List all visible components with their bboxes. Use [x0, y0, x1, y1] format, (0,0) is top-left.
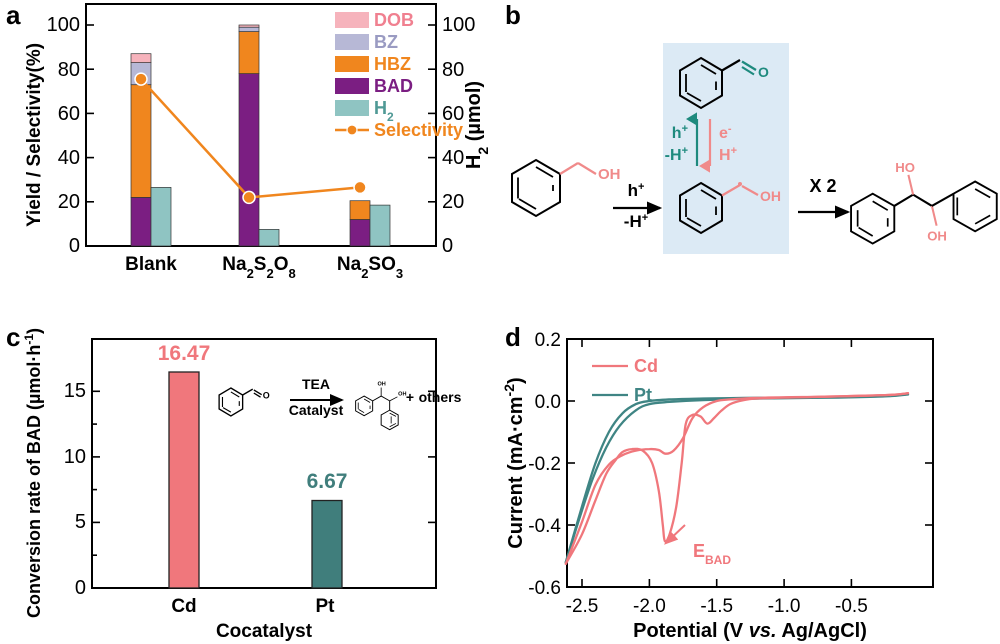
svg-text:OH: OH [927, 229, 947, 244]
svg-text:-0.6: -0.6 [528, 578, 561, 599]
svg-text:OH: OH [598, 166, 621, 183]
svg-text:-0.4: -0.4 [528, 516, 561, 537]
svg-text:40: 40 [442, 147, 464, 169]
svg-text:Potential (V vs. Ag/AgCl): Potential (V vs. Ag/AgCl) [633, 620, 867, 642]
svg-text:HBZ: HBZ [374, 54, 411, 74]
svg-text:-0.2: -0.2 [528, 454, 561, 475]
svg-text:-2.0: -2.0 [633, 596, 666, 617]
svg-text:100: 100 [47, 14, 80, 36]
svg-text:16.47: 16.47 [158, 342, 211, 365]
svg-text:0: 0 [442, 235, 453, 257]
svg-text:40: 40 [58, 147, 80, 169]
svg-text:Cd: Cd [171, 596, 196, 617]
svg-text:OH: OH [377, 382, 385, 388]
svg-text:-H+: -H+ [624, 212, 648, 231]
svg-text:Cd: Cd [634, 356, 658, 376]
svg-text:10: 10 [64, 446, 86, 468]
svg-text:5: 5 [75, 511, 86, 533]
svg-text:others: others [419, 389, 462, 405]
svg-text:Na2S2O8: Na2S2O8 [222, 254, 295, 281]
svg-text:-0.5: -0.5 [835, 596, 868, 617]
svg-text:O: O [263, 391, 270, 401]
svg-text:Na2SO3: Na2SO3 [337, 254, 403, 281]
svg-text:Catalyst: Catalyst [289, 402, 344, 418]
svg-text:h+: h+ [628, 181, 645, 200]
svg-text:Current (mA·cm-2): Current (mA·cm-2) [501, 377, 527, 548]
svg-text:20: 20 [58, 191, 80, 213]
svg-text:-2.5: -2.5 [566, 596, 599, 617]
svg-text:80: 80 [58, 59, 80, 81]
svg-text:BZ: BZ [374, 32, 398, 52]
svg-text:Blank: Blank [125, 254, 177, 275]
svg-text:Cocatalyst: Cocatalyst [216, 621, 313, 642]
svg-text:0: 0 [69, 235, 80, 257]
svg-text:100: 100 [442, 14, 475, 36]
svg-text:-1.0: -1.0 [768, 596, 801, 617]
svg-text:H2 (µmol): H2 (µmol) [463, 81, 491, 169]
svg-text:EBAD: EBAD [693, 541, 731, 567]
svg-text:BAD: BAD [374, 76, 413, 96]
svg-text:-1.5: -1.5 [700, 596, 733, 617]
svg-text:X 2: X 2 [809, 176, 836, 196]
svg-text:0: 0 [75, 577, 86, 599]
svg-text:20: 20 [442, 191, 464, 213]
svg-text:80: 80 [442, 59, 464, 81]
svg-text:Pt: Pt [634, 385, 652, 405]
svg-text:HO: HO [895, 160, 915, 175]
svg-text:6.67: 6.67 [307, 470, 348, 493]
svg-text:OH: OH [760, 188, 781, 204]
svg-text:15: 15 [64, 380, 86, 402]
svg-text:Pt: Pt [316, 596, 336, 617]
svg-text:O: O [758, 64, 769, 80]
svg-text:Selectivity: Selectivity [374, 120, 463, 140]
svg-text:DOB: DOB [374, 10, 414, 30]
svg-text:Conversion rate of BAD (µmol·h: Conversion rate of BAD (µmol·h-1) [22, 328, 44, 618]
svg-text:60: 60 [58, 103, 80, 125]
svg-text:+: + [406, 389, 414, 405]
svg-text:Yield / Selectivity(%): Yield / Selectivity(%) [24, 43, 45, 227]
svg-text:TEA: TEA [302, 376, 330, 392]
svg-text:0.2: 0.2 [535, 330, 561, 351]
svg-text:0.0: 0.0 [535, 392, 561, 413]
